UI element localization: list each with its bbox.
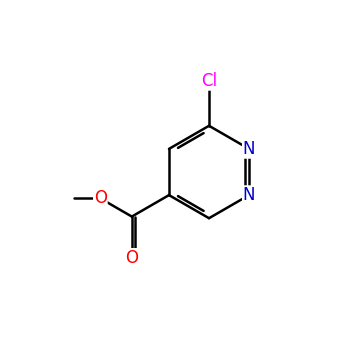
- Text: Cl: Cl: [201, 72, 217, 90]
- Text: N: N: [243, 140, 255, 158]
- Text: O: O: [125, 249, 138, 267]
- Text: N: N: [243, 186, 255, 204]
- Text: O: O: [94, 190, 107, 207]
